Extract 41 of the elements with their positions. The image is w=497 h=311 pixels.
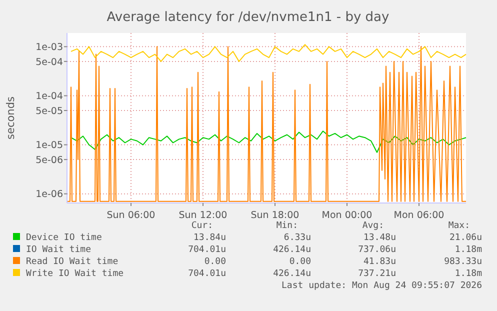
x-tick-label: Sun 06:00 [106, 210, 156, 221]
text: 0.00 [204, 257, 226, 267]
text: 737.06u [358, 245, 396, 255]
legend-label: Device IO time [26, 233, 102, 243]
text: 983.33u [444, 257, 482, 267]
text: 41.83u [363, 257, 396, 267]
text: 426.14u [273, 269, 311, 279]
y-tick-label: 1e-04 [36, 91, 63, 102]
y-tick-label: 1e-05 [36, 140, 63, 152]
text: 13.48u [363, 233, 396, 243]
text: Avg: [362, 221, 384, 231]
text: Cur: [191, 221, 213, 231]
text: Min: [276, 221, 298, 231]
legend-label: IO Wait time [26, 245, 92, 255]
x-tick-label: Sun 18:00 [250, 210, 300, 221]
chart-title: Average latency for /dev/nvme1n1 - by day [106, 10, 390, 25]
y-axis-title: seconds [5, 96, 17, 140]
text: 737.21u [358, 269, 396, 279]
text: 6.33u [284, 233, 311, 243]
text: 1.18m [454, 245, 482, 255]
text: Last update: Mon Aug 24 09:55:07 2026 [282, 281, 482, 291]
legend-label: Read IO Wait time [26, 257, 118, 267]
text: 13.84u [193, 233, 226, 243]
legend-label: Write IO Wait time [26, 269, 124, 279]
text: 1.18m [454, 269, 482, 279]
text: 704.01u [188, 269, 226, 279]
y-tick-label: 1e-03 [36, 42, 63, 53]
y-tick-label: 5e-04 [36, 56, 63, 68]
text: 21.06u [449, 233, 482, 243]
y-tick-label: 5e-05 [36, 106, 63, 117]
line-series [70, 130, 466, 153]
text: 704.01u [188, 245, 226, 255]
x-tick-label: Sun 12:00 [178, 210, 228, 221]
text: 0.00 [289, 257, 311, 267]
x-tick-label: Mon 06:00 [394, 210, 444, 221]
y-tick-label: 1e-06 [36, 189, 63, 200]
text: 426.14u [273, 245, 311, 255]
x-tick-label: Mon 00:00 [322, 210, 372, 221]
text: Max: [448, 221, 470, 231]
y-tick-label: 5e-06 [36, 154, 63, 166]
line-series [70, 44, 466, 62]
